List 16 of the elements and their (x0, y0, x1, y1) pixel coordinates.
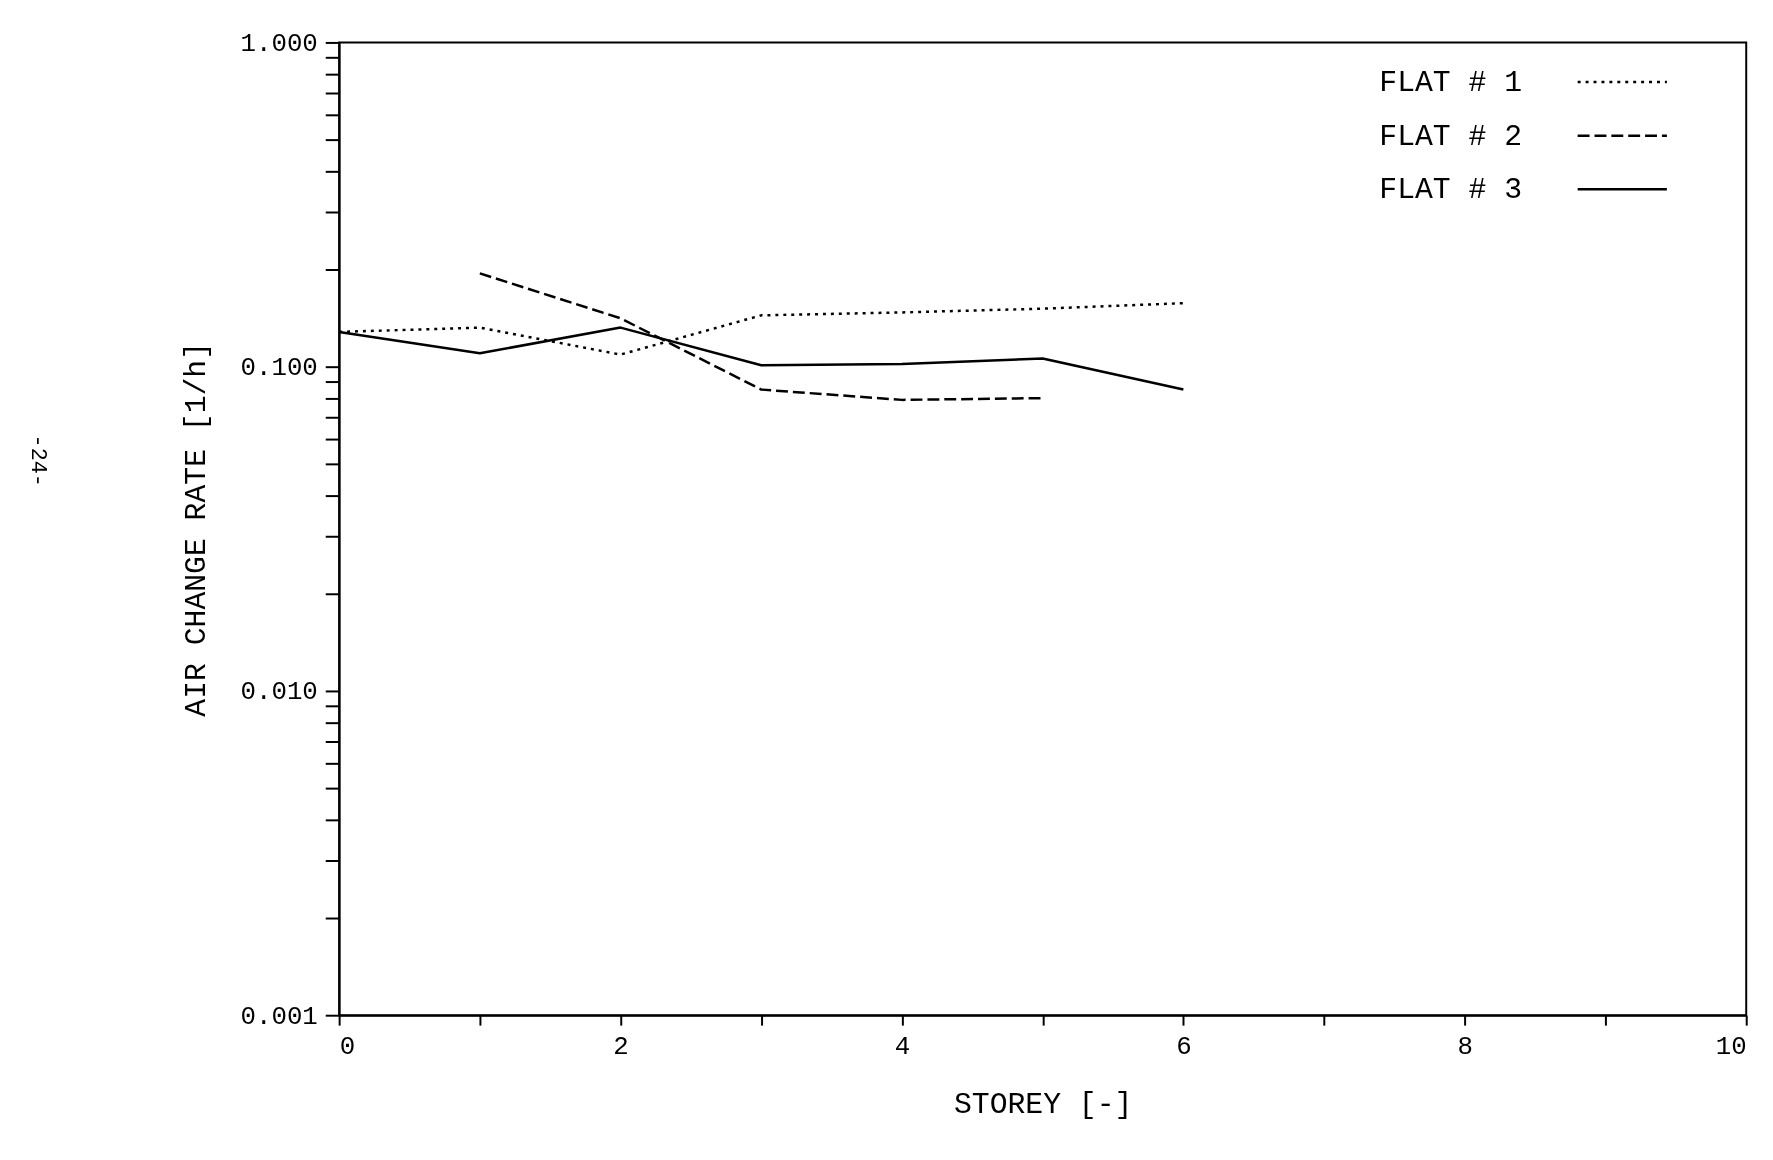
legend-label: FLAT # 3 (1379, 173, 1523, 208)
legend-label: FLAT # 2 (1379, 119, 1523, 154)
y-tick-label: 1.000 (240, 29, 318, 59)
y-tick-label: 0.100 (240, 354, 318, 384)
x-tick-label: 4 (894, 1033, 911, 1063)
text: -24- (24, 434, 50, 487)
x-tick-label: 0 (339, 1033, 356, 1063)
legend-label: FLAT # 1 (1379, 66, 1523, 101)
x-tick-label: 2 (613, 1033, 629, 1063)
x-axis-title: STOREY [-] (953, 1087, 1133, 1122)
y-tick-label: 0.001 (240, 1002, 318, 1032)
x-tick-label: 6 (1176, 1033, 1192, 1063)
x-tick-label: 8 (1457, 1033, 1474, 1063)
y-axis-title: AIR CHANGE RATE [1/h] (179, 341, 214, 717)
y-tick-label: 0.010 (240, 678, 318, 708)
x-tick-label: 10 (1715, 1033, 1747, 1063)
